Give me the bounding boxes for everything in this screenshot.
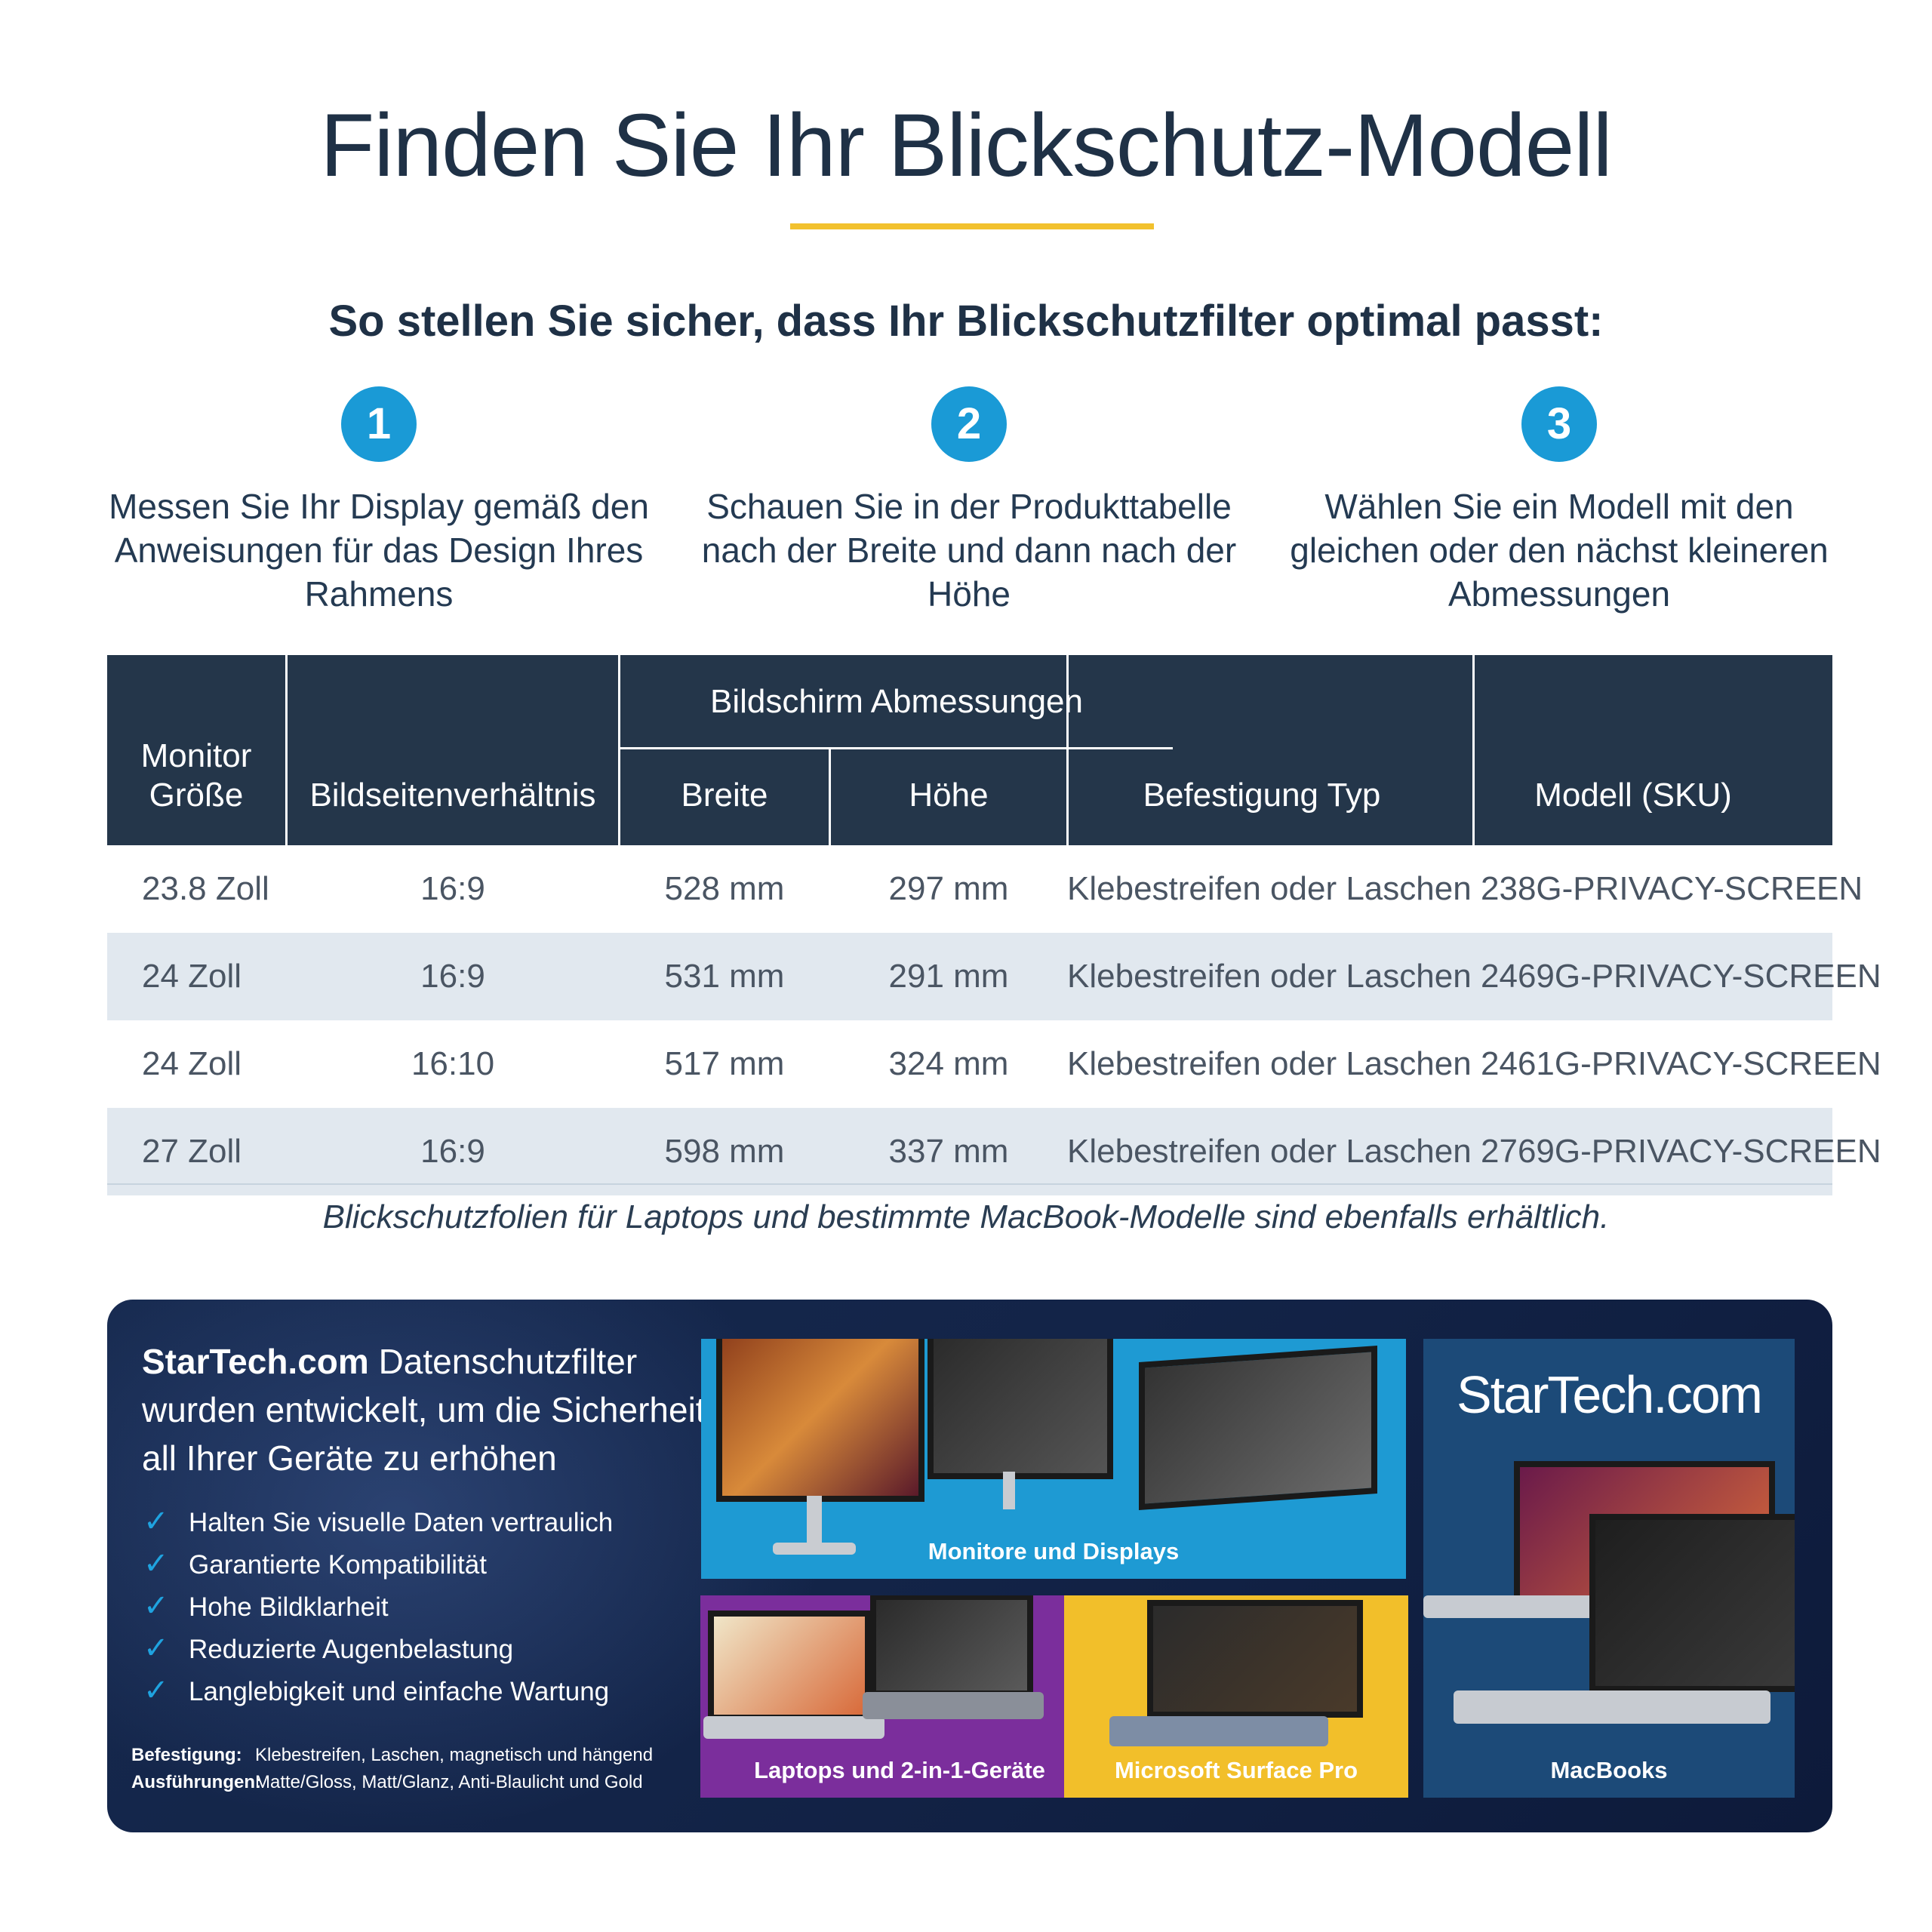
check-icon: ✓: [143, 1589, 169, 1623]
step-1: 1 Messen Sie Ihr Display gemäß den Anwei…: [107, 386, 651, 616]
header-size: Monitor Größe: [140, 737, 252, 814]
product-banner: StarTech.com Datenschutzfilter wurden en…: [107, 1300, 1832, 1832]
step-text: Wählen Sie ein Modell mit den gleichen o…: [1290, 487, 1829, 614]
check-icon: ✓: [143, 1674, 169, 1707]
feature-item: ✓ Langlebigkeit und einfache Wartung: [143, 1669, 609, 1712]
mount-info: Befestigung: Klebestreifen, Laschen, magn…: [131, 1745, 654, 1765]
table-row: 24 Zoll 16:9 531 mm 291 mm Klebestreifen…: [107, 933, 1881, 1020]
step-number-badge: 2: [931, 386, 1007, 462]
page-title: Finden Sie Ihr Blickschutz-Modell: [320, 96, 1612, 195]
step-3: 3 Wählen Sie ein Modell mit den gleichen…: [1287, 386, 1831, 616]
check-icon: ✓: [143, 1632, 169, 1665]
feature-item: ✓ Garantierte Kompatibilität: [143, 1543, 487, 1585]
header-model: Modell (SKU): [1534, 777, 1732, 814]
product-table: Monitor Größe Bildseitenverhältnis Bilds…: [107, 655, 1881, 1195]
check-icon: ✓: [143, 1547, 169, 1580]
table-footnote: Blickschutzfolien für Laptops und bestim…: [322, 1198, 1610, 1235]
table-row: 24 Zoll 16:10 517 mm 324 mm Klebestreife…: [142, 1045, 1881, 1082]
feature-item: ✓ Hohe Bildklarheit: [143, 1585, 389, 1627]
startech-logo: StarTech.com: [1457, 1365, 1763, 1424]
macbook-illustration: [1589, 1514, 1795, 1692]
monitor-illustration: [1139, 1345, 1377, 1511]
check-icon: ✓: [143, 1505, 169, 1538]
feature-item: ✓ Halten Sie visuelle Daten vertraulich: [143, 1500, 613, 1543]
table-row: 27 Zoll 16:9 598 mm 337 mm Klebestreifen…: [107, 1108, 1881, 1195]
monitor-illustration: [928, 1339, 1113, 1479]
tile-monitors-label: Monitore und Displays: [928, 1538, 1180, 1564]
laptop-illustration: [870, 1595, 1033, 1697]
step-number-badge: 3: [1521, 386, 1597, 462]
tile-laptops[interactable]: Laptops und 2-in-1-Geräte: [700, 1595, 1099, 1798]
table-header: Monitor Größe Bildseitenverhältnis Bilds…: [107, 655, 1832, 845]
table-divider: [107, 1183, 1832, 1185]
header-height: Höhe: [909, 777, 989, 814]
step-text: Schauen Sie in der Produkttabelle nach d…: [701, 487, 1237, 614]
laptop-illustration: [708, 1611, 871, 1721]
step-text: Messen Sie Ihr Display gemäß den Anweisu…: [109, 487, 649, 614]
table-row: 23.8 Zoll 16:9 528 mm 297 mm Klebestreif…: [142, 870, 1863, 907]
step-number-badge: 1: [341, 386, 417, 462]
header-width: Breite: [681, 777, 768, 814]
banner-heading: StarTech.com Datenschutzfilter wurden en…: [142, 1342, 706, 1478]
monitor-illustration: [716, 1339, 924, 1502]
header-dimensions: Bildschirm Abmessungen: [709, 683, 1083, 720]
tile-macbooks-label: MacBooks: [1550, 1757, 1668, 1783]
title-underline: [790, 223, 1154, 229]
tile-surface-label: Microsoft Surface Pro: [1114, 1757, 1358, 1783]
header-aspect: Bildseitenverhältnis: [309, 777, 596, 814]
step-2: 2 Schauen Sie in der Produkttabelle nach…: [697, 386, 1241, 616]
tile-macbooks[interactable]: StarTech.com MacBooks: [1423, 1339, 1795, 1798]
finish-info: Ausführungen:Matte/Gloss, Matt/Glanz, An…: [131, 1772, 643, 1792]
feature-item: ✓ Reduzierte Augenbelastung: [143, 1627, 513, 1669]
header-mount: Befestigung Typ: [1143, 777, 1381, 814]
page-subtitle: So stellen Sie sicher, dass Ihr Blicksch…: [328, 297, 1604, 346]
tile-monitors[interactable]: Monitore und Displays: [701, 1339, 1406, 1579]
tile-surface[interactable]: Microsoft Surface Pro: [1064, 1595, 1408, 1798]
tablet-illustration: [1147, 1600, 1363, 1718]
tile-laptops-label: Laptops und 2-in-1-Geräte: [754, 1757, 1045, 1783]
